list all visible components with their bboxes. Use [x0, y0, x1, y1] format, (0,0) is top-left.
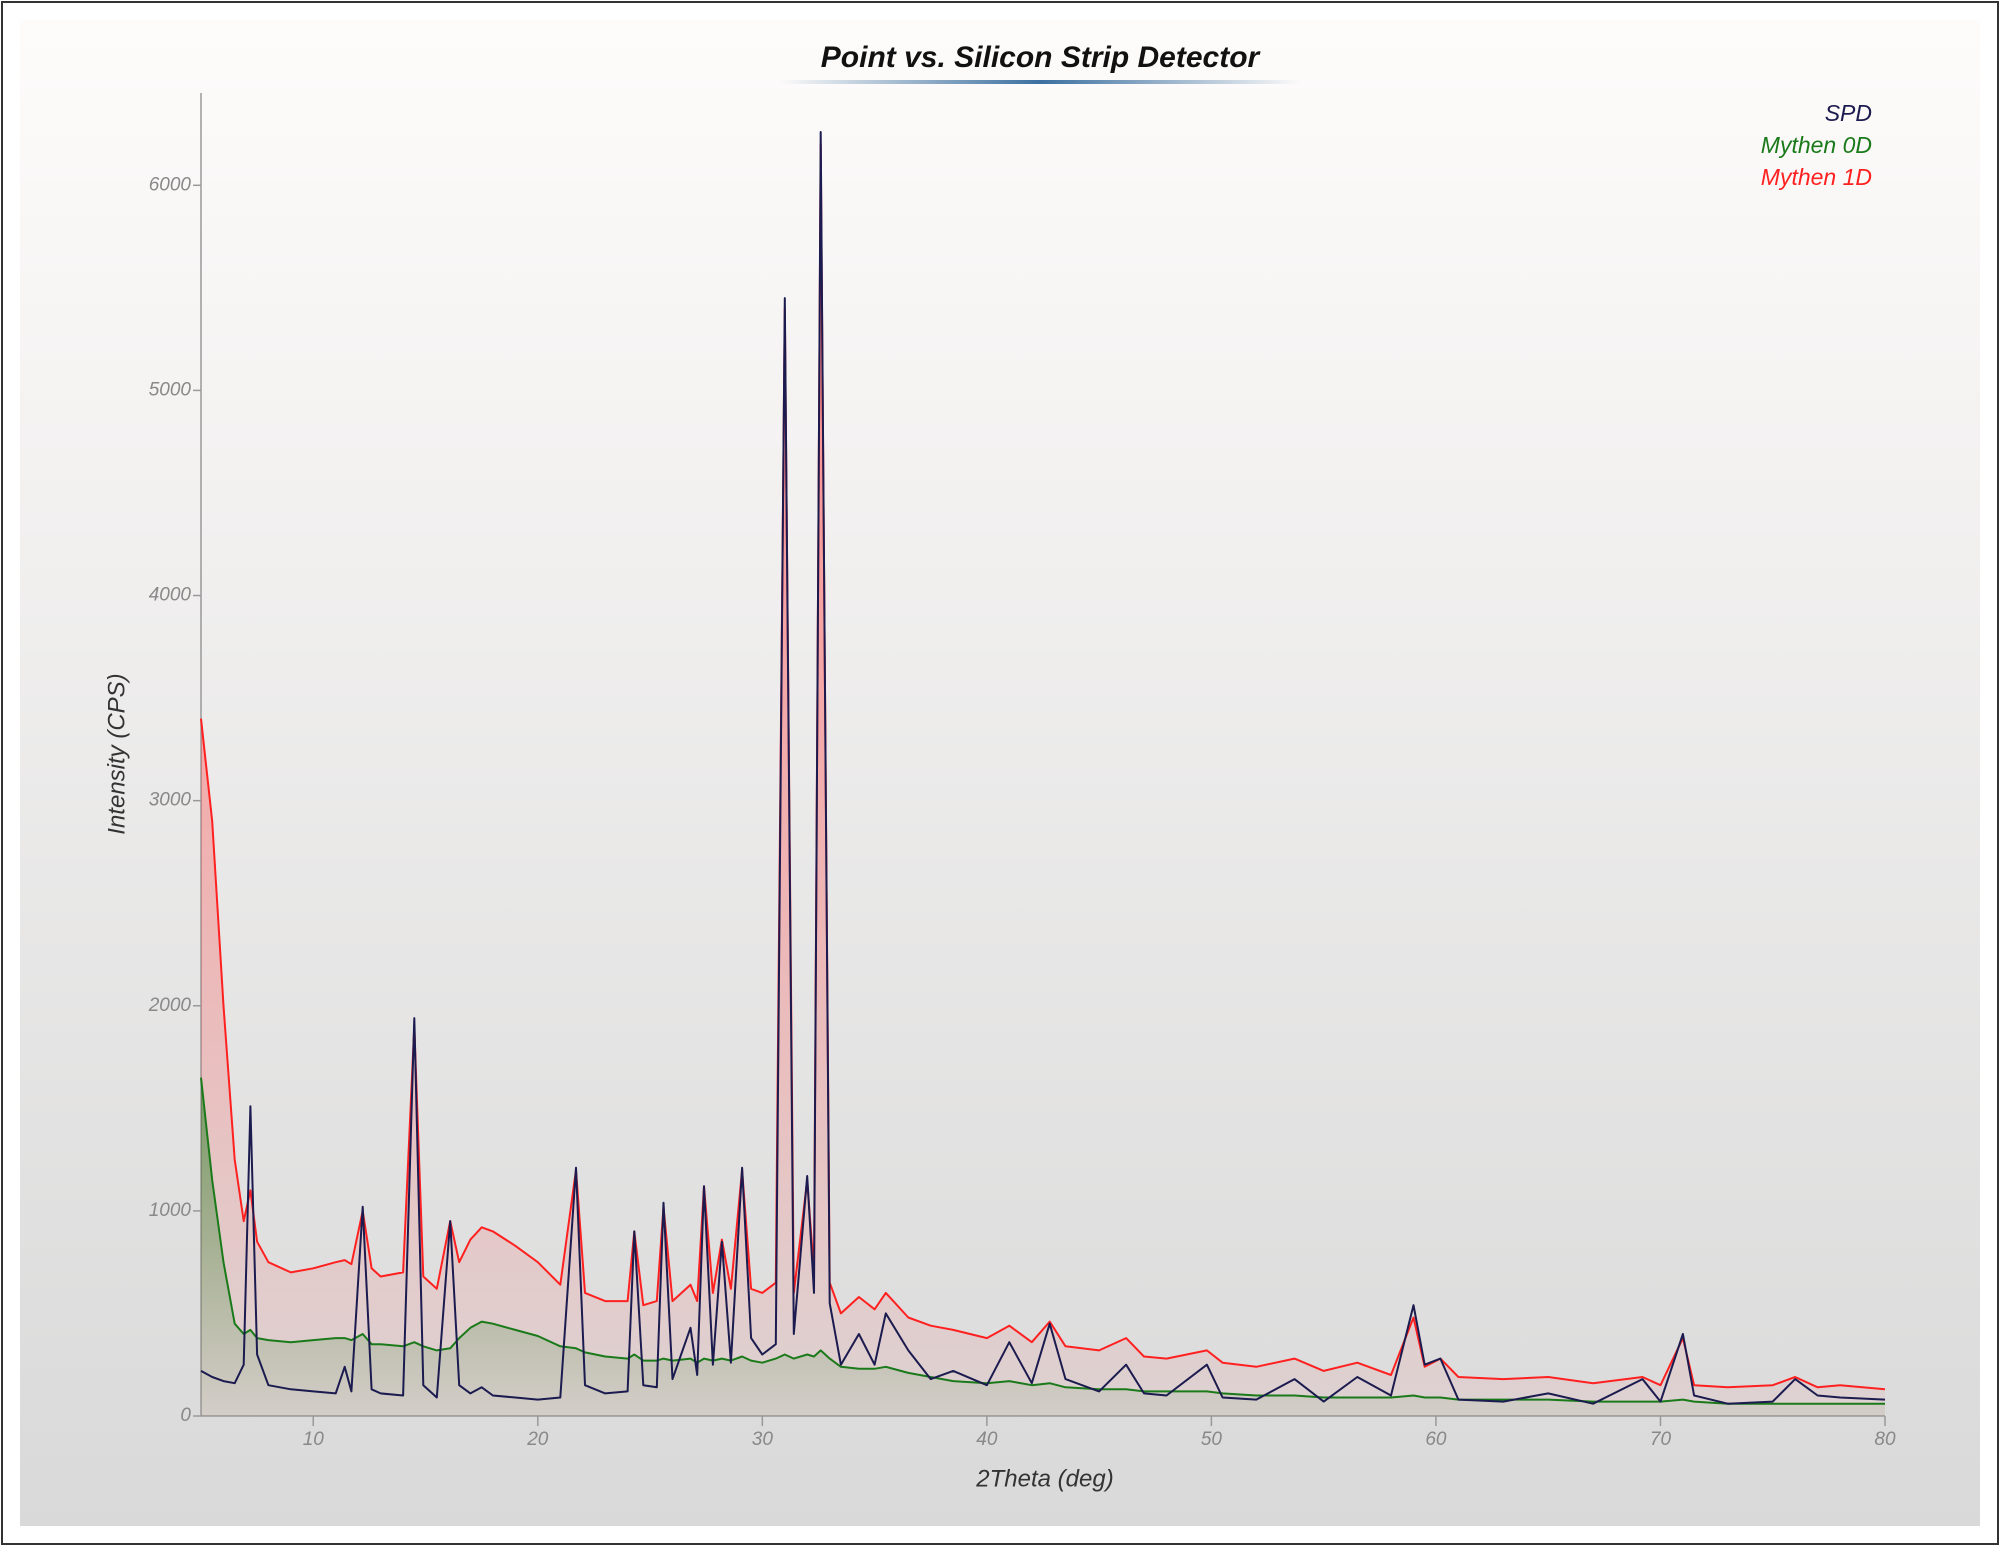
legend-entry: Mythen 0D: [1761, 132, 1872, 158]
series-area: [201, 1077, 1885, 1416]
y-tick-label: 1000: [149, 1200, 192, 1221]
plot-area: 0 1000 2000 3000 4000 5000 6000 10 20 30 40 50 60 70 8…: [148, 93, 1896, 1450]
chart-title: Point vs. Silicon Strip Detector: [821, 41, 1262, 74]
legend-entry: SPD: [1825, 100, 1872, 126]
y-tick-label: 6000: [149, 174, 192, 195]
y-tick-label: 2000: [148, 995, 192, 1016]
x-tick-label: 40: [976, 1429, 998, 1450]
x-tick-label: 50: [1201, 1429, 1223, 1450]
x-tick-label: 30: [752, 1429, 774, 1450]
x-tick-label: 60: [1425, 1429, 1447, 1450]
x-tick-label: 20: [526, 1429, 549, 1450]
series-line: [200, 131, 1886, 1405]
title-underline: [780, 80, 1300, 84]
series-area: [201, 144, 1885, 1416]
y-tick-label: 0: [180, 1405, 191, 1426]
legend-entry: Mythen 1D: [1761, 164, 1872, 190]
x-tick-label: 10: [303, 1429, 325, 1450]
x-axis-label: 2Theta (deg): [975, 1465, 1113, 1492]
x-tick-label: 70: [1650, 1429, 1672, 1450]
y-axis-label: Intensity (CPS): [103, 673, 130, 834]
y-tick-label: 3000: [149, 790, 192, 811]
y-tick-label: 4000: [149, 585, 192, 606]
y-tick-label: 5000: [149, 379, 192, 400]
series-line: [200, 1077, 1885, 1405]
x-tick-label: 80: [1874, 1429, 1896, 1450]
